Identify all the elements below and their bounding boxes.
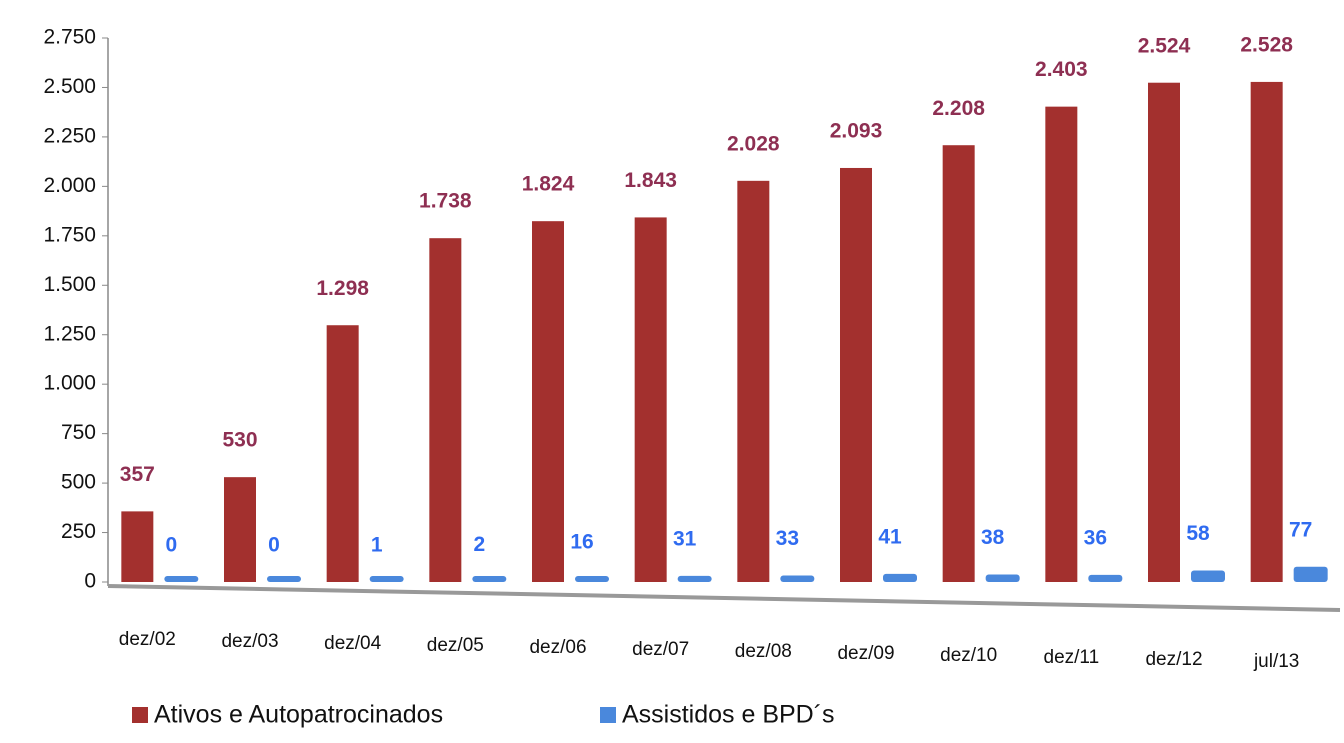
value-label: 77 — [1289, 518, 1312, 541]
bar — [840, 167, 872, 582]
bar — [942, 145, 975, 582]
value-label: 2.528 — [1240, 33, 1293, 56]
value-label: 0 — [268, 534, 280, 557]
y-tick-label: 1.250 — [43, 322, 96, 345]
bar — [1148, 82, 1180, 582]
x-tick-label: dez/03 — [221, 631, 278, 652]
value-label: 1.824 — [522, 173, 575, 196]
y-tick-label: 750 — [61, 421, 96, 444]
value-label: 1.843 — [624, 169, 677, 192]
value-label: 530 — [222, 429, 257, 452]
value-label: 2.524 — [1138, 34, 1191, 57]
legend-label: Assistidos e BPD´s — [622, 701, 835, 729]
bar — [1293, 566, 1328, 582]
y-tick-label: 250 — [61, 520, 96, 543]
bar — [575, 576, 609, 582]
bar — [634, 217, 667, 583]
value-label: 38 — [981, 526, 1005, 549]
y-tick-label: 2.750 — [43, 26, 96, 49]
bar — [883, 573, 917, 582]
bar — [267, 576, 301, 582]
bar — [737, 180, 770, 583]
bar — [532, 221, 564, 583]
legend-swatch — [132, 707, 148, 723]
value-label: 1 — [371, 533, 383, 556]
floor — [107, 584, 1341, 612]
y-tick-label: 500 — [61, 471, 96, 494]
x-tick-label: dez/10 — [940, 645, 997, 666]
value-label: 0 — [165, 534, 177, 557]
bar — [121, 511, 154, 582]
y-tick-label: 2.000 — [43, 174, 96, 197]
bar — [1250, 81, 1283, 582]
value-label: 2.028 — [727, 132, 780, 155]
y-tick-label: 2.500 — [43, 75, 96, 98]
x-tick-label: dez/12 — [1145, 649, 1202, 670]
bar — [677, 575, 712, 582]
x-tick-label: dez/05 — [427, 635, 484, 656]
y-tick-label: 0 — [84, 570, 96, 593]
x-tick-label: dez/07 — [632, 639, 689, 660]
y-tick-label: 1.000 — [43, 372, 96, 395]
value-label: 2.093 — [830, 120, 883, 143]
y-tick-label: 2.250 — [43, 124, 96, 147]
y-tick-label: 1.500 — [43, 273, 96, 296]
x-tick-label: dez/09 — [837, 643, 894, 664]
value-label: 33 — [776, 527, 799, 550]
value-label: 36 — [1084, 526, 1107, 549]
bar — [1191, 570, 1225, 582]
value-label: 2.208 — [932, 97, 985, 120]
value-label: 31 — [673, 527, 697, 550]
x-tick-label: dez/08 — [735, 641, 792, 662]
value-label: 2 — [473, 533, 485, 556]
bar — [164, 576, 199, 582]
bar — [1088, 574, 1123, 582]
value-label: 58 — [1186, 522, 1210, 545]
bar — [985, 574, 1020, 582]
x-tick-label: dez/11 — [1044, 647, 1100, 668]
bar — [472, 576, 507, 582]
value-label: 2.403 — [1035, 58, 1088, 81]
bar — [326, 325, 359, 582]
value-label: 41 — [878, 525, 902, 548]
x-tick-label: dez/04 — [324, 633, 381, 654]
bar — [780, 575, 815, 582]
legend-label: Ativos e Autopatrocinados — [154, 701, 443, 729]
x-tick-label: jul/13 — [1253, 651, 1299, 672]
value-label: 1.738 — [419, 190, 472, 213]
bar — [369, 576, 404, 582]
legend-swatch — [600, 707, 616, 723]
value-label: 1.298 — [316, 277, 369, 300]
bar — [224, 477, 256, 582]
y-tick-label: 1.750 — [43, 223, 96, 246]
bar — [429, 238, 462, 582]
value-label: 357 — [120, 463, 155, 486]
x-tick-label: dez/02 — [119, 629, 176, 650]
bar — [1045, 106, 1078, 582]
x-tick-label: dez/06 — [529, 637, 586, 658]
value-label: 16 — [570, 530, 593, 553]
